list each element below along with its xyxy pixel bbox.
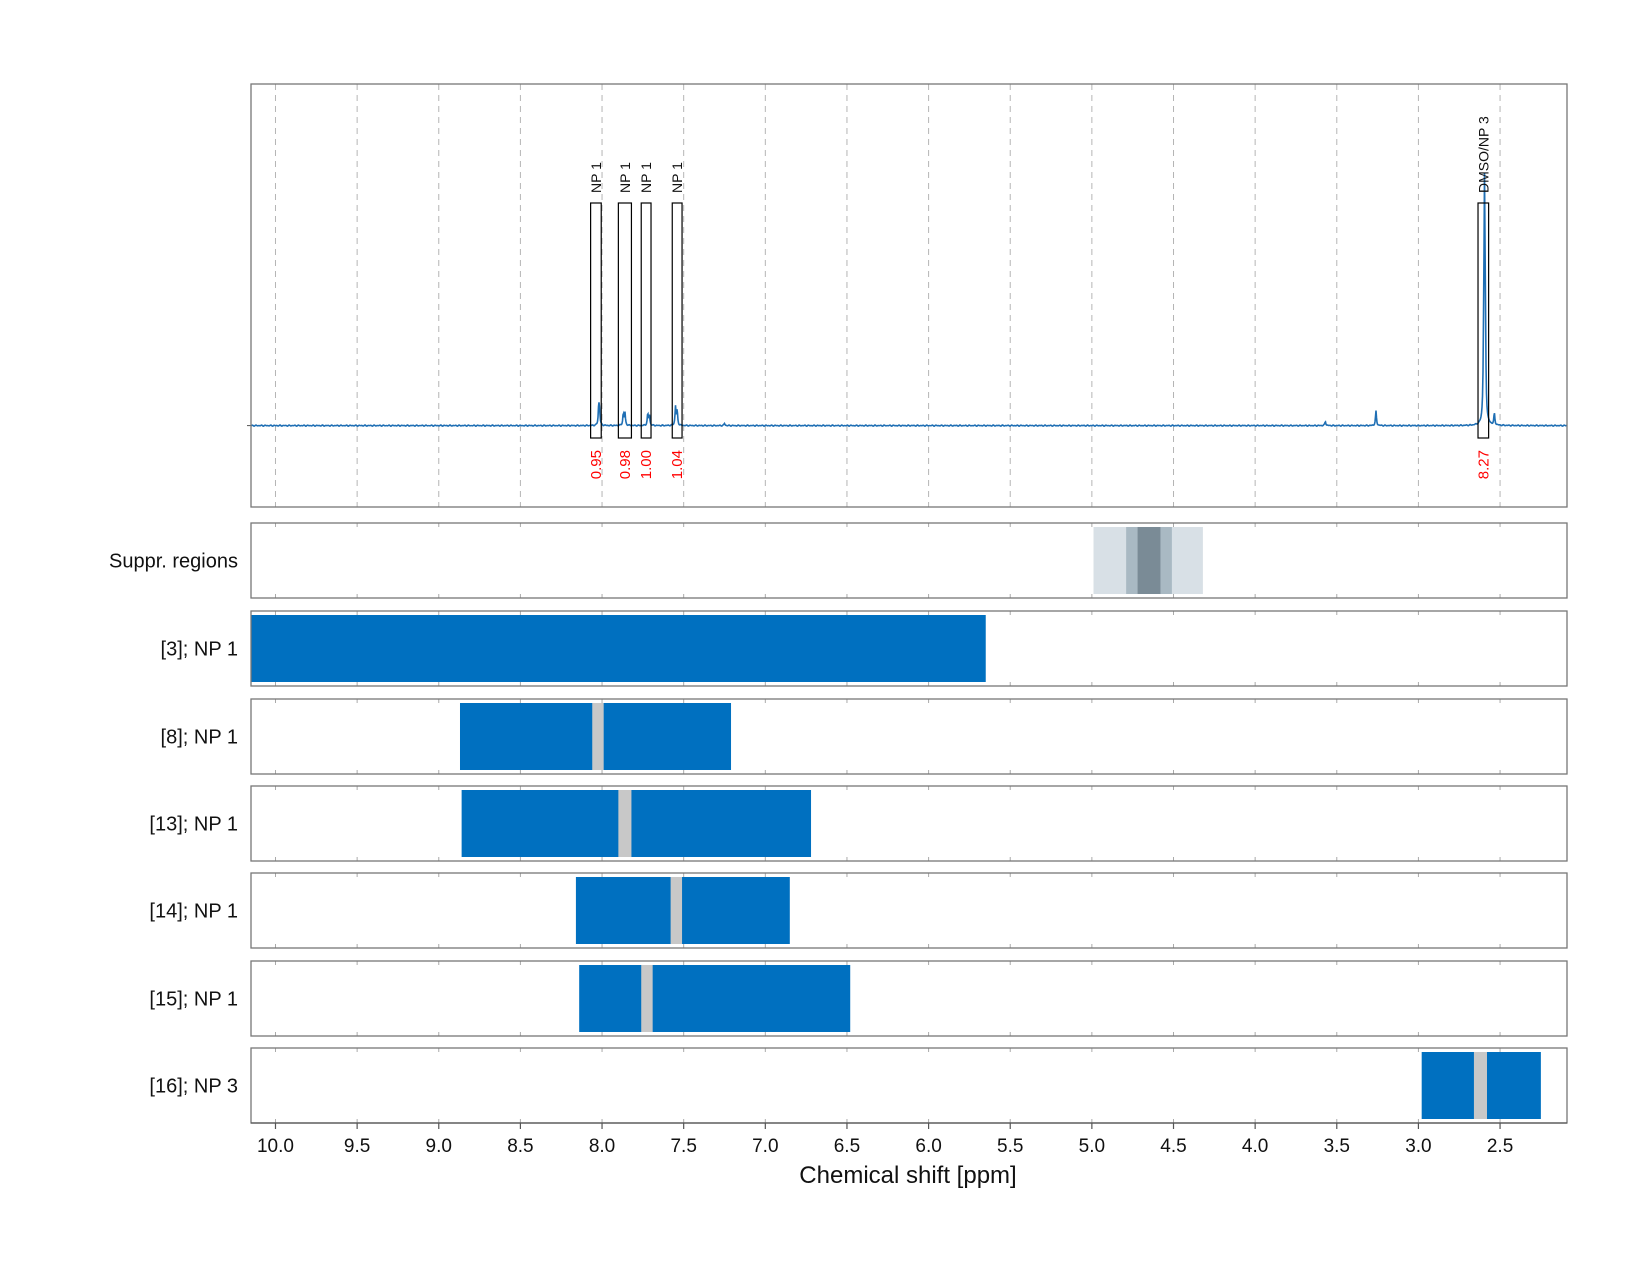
row-label: [13]; NP 1 (149, 814, 238, 836)
row-label: [3]; NP 1 (161, 639, 238, 661)
row-frame (250, 960, 1568, 1037)
region-bar (579, 965, 851, 1032)
region-bar (641, 965, 653, 1032)
x-tick-label: 8.0 (589, 1136, 615, 1157)
peak-region-box (640, 202, 652, 439)
region-bar (1473, 1052, 1487, 1119)
x-tick-label: 9.0 (426, 1136, 452, 1157)
row-label: [15]; NP 1 (149, 989, 238, 1011)
region-bar (1137, 527, 1161, 594)
peak-assignment-label: NP 1 (617, 162, 633, 193)
peak-region-box (671, 202, 683, 439)
integral-value-label: 1.04 (669, 450, 686, 479)
spectrum-frame (250, 83, 1568, 508)
row-frame (250, 610, 1568, 687)
region-bar (670, 877, 683, 944)
region-bar (618, 790, 632, 857)
peak-assignment-label: NP 1 (588, 162, 604, 193)
row-frame (250, 522, 1568, 599)
region-row: Suppr. regions (109, 522, 1568, 599)
peak-assignment-label: DMSO/NP 3 (1475, 116, 1491, 193)
region-row: [16]; NP 3 (149, 1047, 1568, 1124)
region-bar (575, 877, 790, 944)
peak-assignment-label: NP 1 (638, 162, 654, 193)
integral-value-label: 0.98 (617, 450, 634, 479)
region-rows-panel: Suppr. regions [3]; NP 1 [8]; NP 1 [13]; NP… (109, 522, 1568, 1124)
row-background (251, 786, 1567, 861)
x-tick-label: 7.0 (752, 1136, 778, 1157)
region-row: [13]; NP 1 (149, 785, 1568, 862)
peak-region-box (1477, 202, 1490, 439)
row-label: Suppr. regions (109, 551, 238, 573)
x-tick-label: 4.0 (1242, 1136, 1268, 1157)
region-bar (251, 615, 986, 682)
region-row: [14]; NP 1 (149, 872, 1568, 949)
x-tick-label: 2.5 (1487, 1136, 1513, 1157)
peak-region-box (617, 202, 633, 439)
row-background (251, 961, 1567, 1036)
row-frame (250, 872, 1568, 949)
x-tick-label: 6.0 (915, 1136, 941, 1157)
peak-assignment-label: NP 1 (669, 162, 685, 193)
spectrum-panel: NP 1 0.95 NP 1 0.98 NP 1 1.00 NP 1 1.04 DMSO/NP … (247, 83, 1568, 508)
region-bar (461, 790, 812, 857)
row-label: [8]; NP 1 (161, 727, 238, 749)
x-tick-label: 5.5 (997, 1136, 1023, 1157)
x-tick-label: 4.5 (1160, 1136, 1186, 1157)
region-row: [15]; NP 1 (149, 960, 1568, 1037)
row-label: [14]; NP 1 (149, 901, 238, 923)
spectrum-trace (250, 172, 1568, 428)
x-tick-label: 3.5 (1324, 1136, 1350, 1157)
x-tick-label: 8.5 (507, 1136, 533, 1157)
x-axis: 10.0 9.5 9.0 8.5 8.0 7.5 7.0 6.5 6.0 5.5 5.0 4.5 4.0… (251, 1122, 1567, 1157)
region-row: [3]; NP 1 (161, 610, 1568, 687)
x-tick-label: 6.5 (834, 1136, 860, 1157)
x-tick-label: 10.0 (257, 1136, 294, 1157)
integral-value-label: 1.00 (638, 450, 655, 479)
x-tick-label: 3.0 (1405, 1136, 1431, 1157)
region-bar (592, 703, 604, 770)
peak-region-box (590, 202, 602, 439)
row-frame (250, 698, 1568, 775)
row-background (251, 699, 1567, 774)
row-label: [16]; NP 3 (149, 1076, 238, 1098)
region-row: [8]; NP 1 (161, 698, 1568, 775)
integral-value-label: 0.95 (588, 450, 605, 479)
x-tick-label: 9.5 (344, 1136, 370, 1157)
row-frame (250, 785, 1568, 862)
row-background (251, 523, 1567, 598)
x-tick-label: 7.5 (670, 1136, 696, 1157)
x-axis-title: Chemical shift [ppm] (799, 1162, 1016, 1189)
x-tick-label: 5.0 (1079, 1136, 1105, 1157)
row-background (251, 1048, 1567, 1123)
spectrum-background (251, 84, 1567, 507)
integral-value-label: 8.27 (1475, 450, 1492, 479)
row-background (251, 873, 1567, 948)
